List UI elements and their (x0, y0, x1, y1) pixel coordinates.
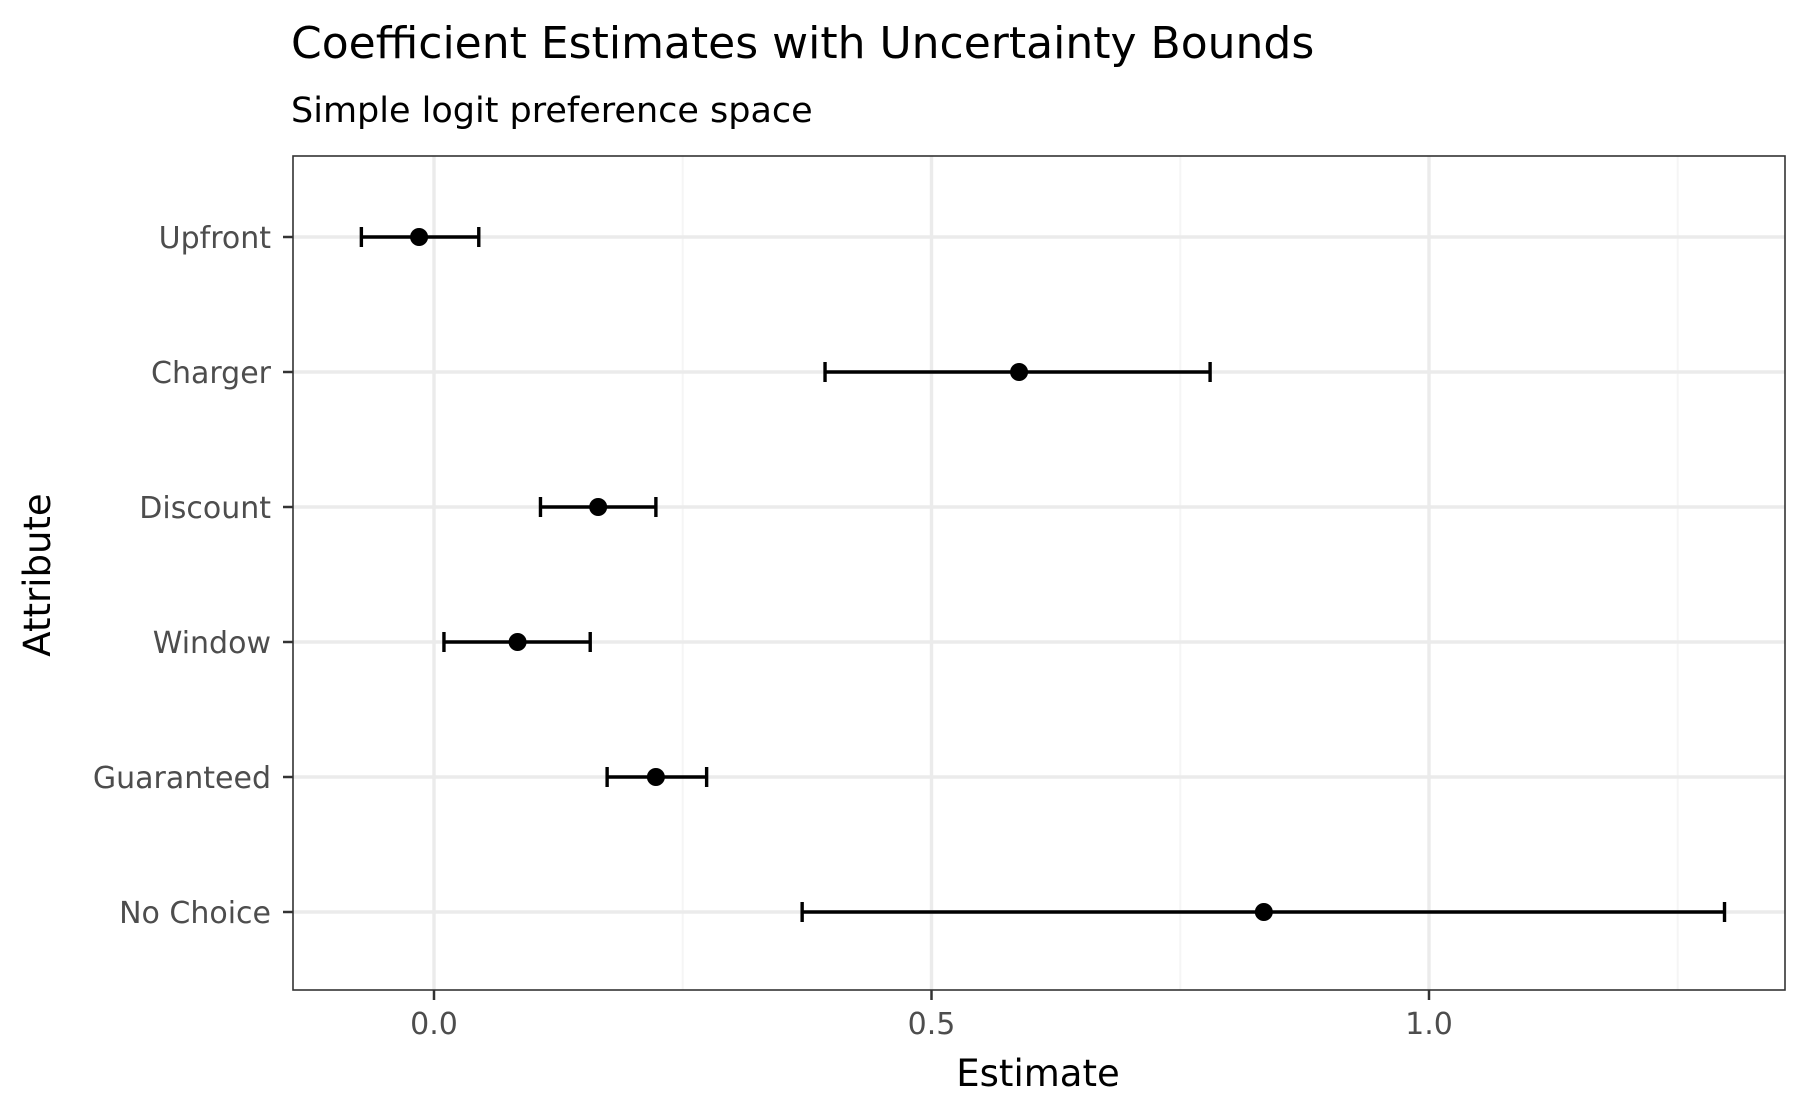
grid-lines (293, 156, 1785, 990)
chart-title: Coefficient Estimates with Uncertainty B… (291, 18, 1314, 69)
y-tick-label: No Choice (119, 896, 271, 931)
panel-background (293, 156, 1785, 990)
estimate-point (410, 228, 429, 246)
estimate-point (1254, 903, 1273, 921)
estimate-point (646, 768, 665, 786)
estimate-point (1010, 363, 1029, 381)
panel-border (292, 155, 1786, 991)
chart-subtitle: Simple logit preference space (291, 91, 813, 131)
x-axis-title: Estimate (956, 1052, 1119, 1095)
y-tick-label: Charger (151, 356, 272, 391)
estimate-point (589, 498, 608, 516)
data-marks (359, 227, 1727, 922)
x-axis: 0.0 0.5 1.0 (410, 990, 1453, 1042)
y-tick-label: Upfront (159, 221, 272, 256)
x-tick-label: 0.0 (410, 1007, 458, 1042)
y-tick-label: Guaranteed (93, 761, 271, 796)
y-tick-label: Discount (139, 491, 271, 526)
y-axis-title: Attribute (16, 493, 59, 656)
y-tick-label: Window (153, 626, 271, 661)
y-axis: Upfront Charger Discount Window Guaranteed No… (93, 221, 293, 931)
estimate-point (508, 633, 527, 651)
x-tick-label: 0.5 (908, 1007, 956, 1042)
x-tick-label: 1.0 (1405, 1007, 1453, 1042)
